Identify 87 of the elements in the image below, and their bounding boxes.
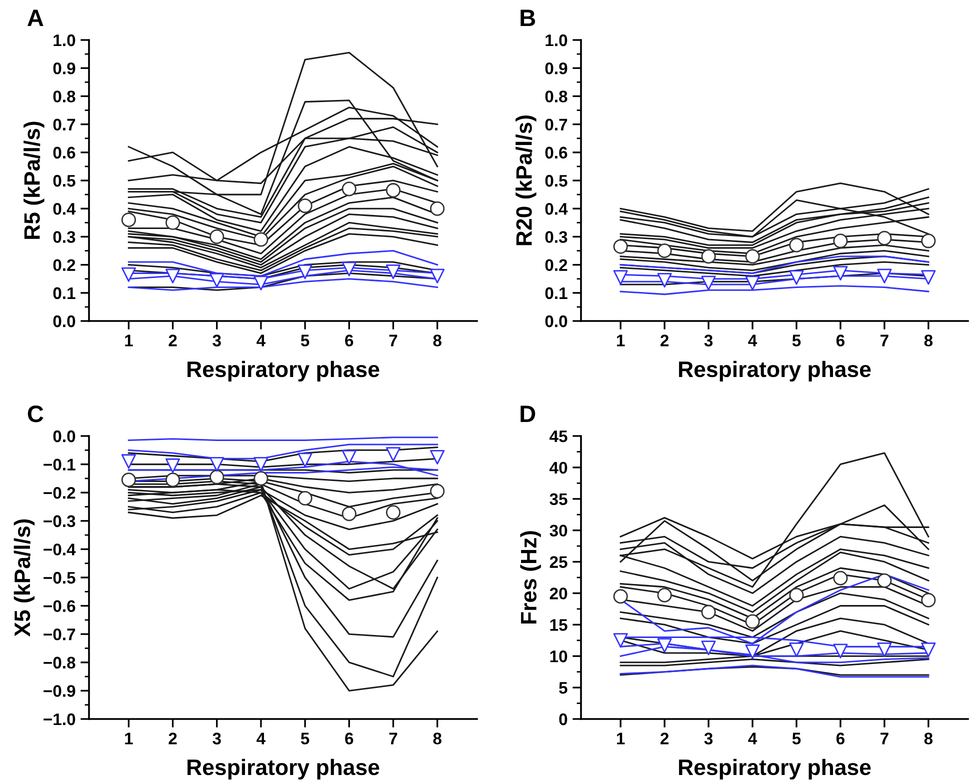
x-tick-label: 6: [836, 334, 844, 346]
y-tick-label: −0.3: [44, 515, 76, 528]
y-tick-label: 0.3: [545, 231, 568, 243]
y-tick-label: −0.2: [44, 487, 76, 499]
chart-title: D: [520, 406, 536, 422]
x-axis-title: Respiratory phase: [188, 758, 380, 780]
y-tick-label: 0: [559, 713, 568, 726]
y-tick-label: 0.3: [53, 231, 76, 243]
y-tick-label: −0.1: [44, 458, 76, 471]
x-tick-label: 2: [660, 732, 669, 744]
x-tick-label: 8: [433, 732, 442, 744]
x-tick-label: 3: [704, 732, 713, 744]
chart-title: C: [28, 406, 44, 422]
x-tick-label: 3: [212, 334, 221, 346]
x-tick-label: 1: [616, 334, 625, 346]
y-tick-label: 0.0: [53, 430, 76, 442]
y-tick-label: 35: [550, 493, 568, 506]
x-tick-label: 3: [212, 732, 221, 744]
y-tick-label: −0.9: [44, 685, 76, 697]
x-tick-label: 2: [660, 334, 669, 346]
x-tick-label: 5: [300, 732, 310, 744]
y-tick-label: 0.6: [545, 146, 568, 159]
y-axis-title: R5 (kPa/l/s): [24, 122, 44, 239]
x-tick-label: 5: [792, 732, 801, 744]
x-tick-label: 4: [748, 732, 758, 744]
y-tick-label: 0.5: [545, 174, 568, 187]
y-tick-label: 45: [550, 430, 568, 442]
x-tick-label: 1: [616, 732, 625, 744]
y-tick-label: 0.0: [545, 315, 568, 328]
y-tick-label: 0.1: [545, 287, 568, 300]
x-tick-label: 1: [125, 732, 133, 744]
y-axis-title: Fres (Hz): [520, 531, 541, 624]
x-tick-label: 5: [792, 334, 801, 346]
y-tick-label: 30: [550, 524, 568, 537]
x-tick-label: 2: [168, 334, 177, 346]
x-axis-title: Respiratory phase: [679, 758, 871, 780]
y-tick-label: 1.0: [546, 34, 568, 46]
x-tick-label: 6: [836, 732, 844, 744]
x-tick-label: 7: [389, 334, 398, 346]
y-tick-label: 0.2: [545, 259, 568, 272]
y-tick-label: 0.4: [53, 203, 76, 215]
x-tick-label: 5: [300, 334, 310, 346]
x-tick-label: 7: [880, 732, 888, 744]
x-tick-label: 8: [924, 334, 933, 346]
y-tick-label: 0.9: [53, 62, 76, 74]
x-axis-title: Respiratory phase: [188, 360, 380, 382]
chart-title: B: [520, 10, 536, 26]
y-tick-label: 0.5: [53, 174, 76, 187]
x-tick-label: 6: [345, 334, 354, 346]
y-tick-label: 0.9: [545, 62, 568, 74]
y-tick-label: 0.1: [53, 287, 76, 300]
y-tick-label: 0.8: [53, 90, 76, 102]
x-tick-label: 4: [748, 334, 758, 346]
y-axis-title: X5 (kPa/l/s): [14, 519, 35, 637]
y-tick-label: 1.0: [54, 34, 76, 46]
x-tick-label: 2: [168, 732, 177, 744]
chart-title: A: [28, 10, 44, 26]
y-tick-label: 0.4: [545, 203, 568, 215]
y-tick-label: 0.8: [545, 90, 568, 102]
y-tick-label: −1.0: [44, 713, 76, 726]
y-tick-label: 0.0: [53, 315, 76, 328]
x-axis-title: Respiratory phase: [679, 360, 871, 382]
x-tick-label: 4: [256, 334, 266, 346]
y-tick-label: 5: [559, 682, 568, 694]
x-tick-label: 8: [924, 732, 933, 744]
y-tick-label: 25: [550, 556, 568, 568]
y-tick-label: −0.7: [44, 628, 76, 640]
y-tick-label: 15: [550, 619, 568, 631]
y-tick-label: −0.6: [44, 600, 76, 612]
x-tick-label: 6: [345, 732, 354, 744]
x-tick-label: 7: [389, 732, 398, 744]
y-tick-label: 0.2: [53, 259, 76, 272]
x-tick-label: 7: [880, 334, 888, 346]
y-tick-label: −0.4: [44, 544, 76, 556]
y-tick-label: 10: [550, 650, 568, 662]
x-tick-label: 4: [256, 732, 266, 744]
y-tick-label: 40: [550, 462, 568, 474]
y-tick-label: 0.7: [53, 118, 76, 131]
y-tick-label: 0.6: [53, 146, 76, 159]
y-tick-label: 0.7: [545, 118, 568, 131]
y-tick-label: −0.5: [44, 572, 76, 584]
x-tick-label: 8: [433, 334, 442, 346]
x-tick-label: 1: [125, 334, 133, 346]
x-tick-label: 3: [704, 334, 713, 346]
y-tick-label: −0.8: [44, 656, 76, 669]
y-axis-title: R20 (kPa/l/s): [516, 116, 536, 246]
y-tick-label: 20: [550, 588, 568, 600]
